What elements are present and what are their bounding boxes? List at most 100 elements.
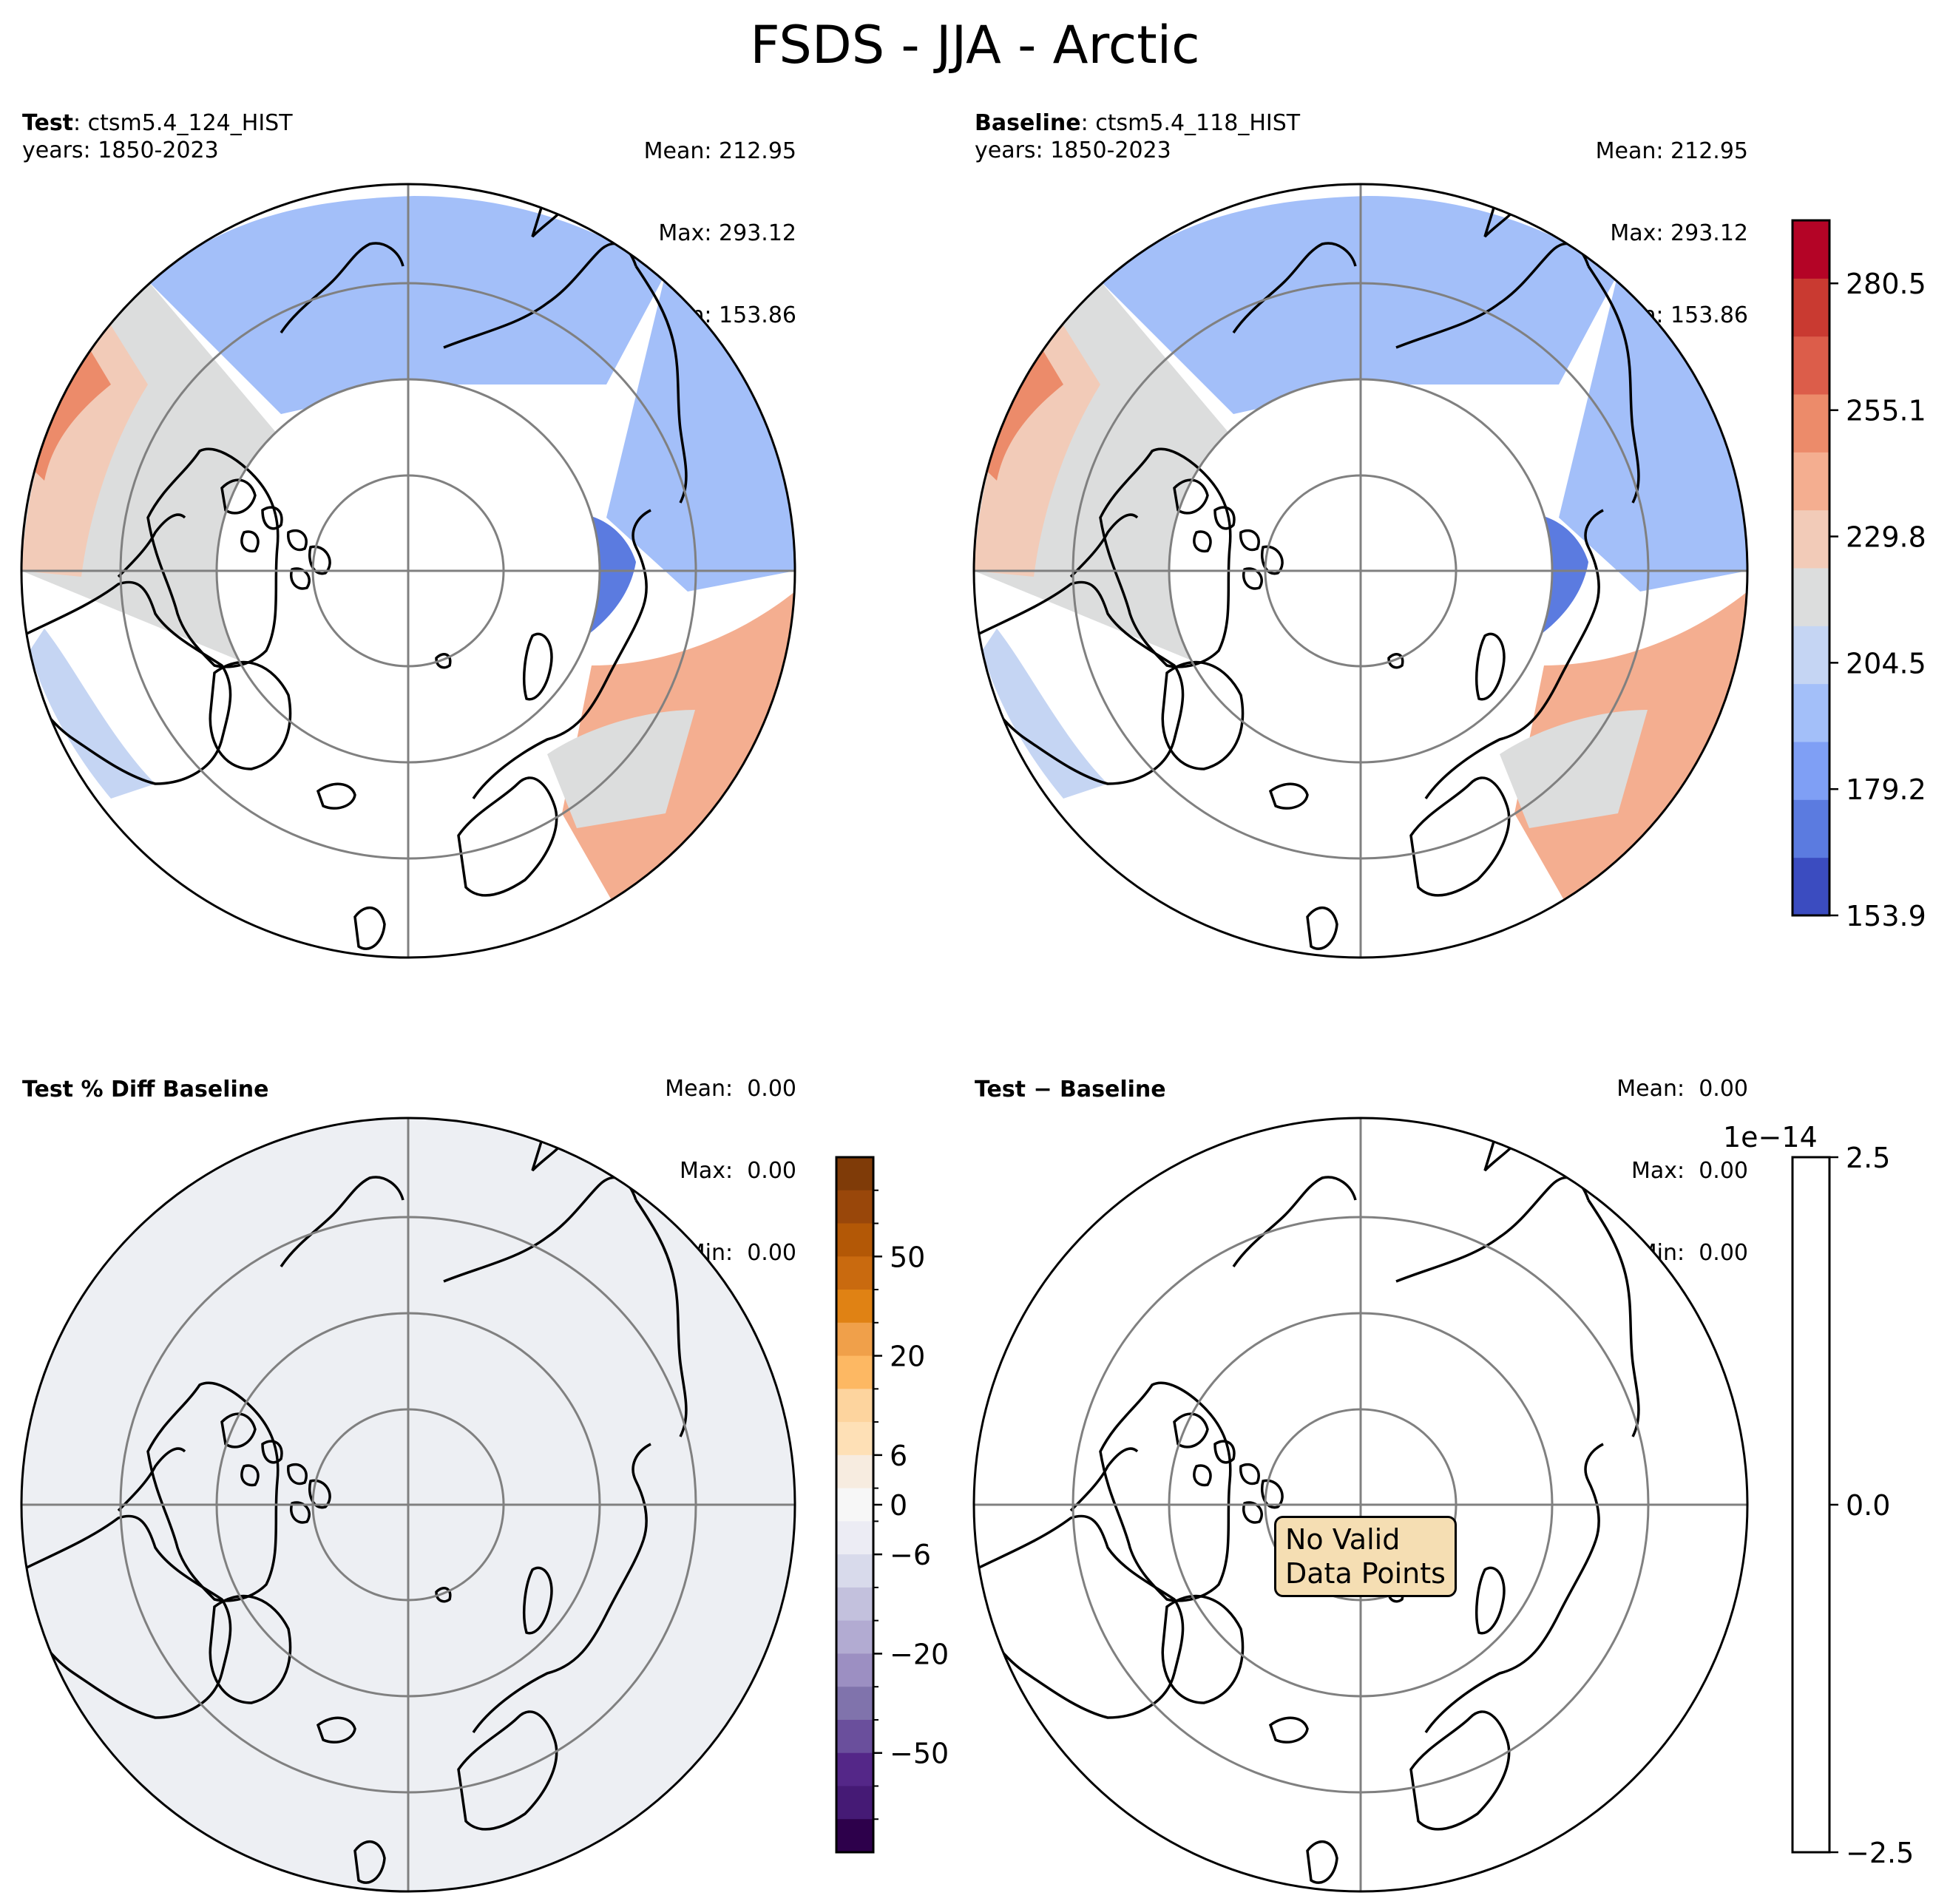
baseline-band-hot: [974, 348, 1063, 481]
pct-colorbar-segment: [836, 1719, 873, 1754]
main-colorbar: 280.5 255.1 229.8 204.5 179.2 153.9: [1791, 219, 1926, 932]
test-graticule: [21, 184, 795, 958]
pct-colorbar-segment: [836, 1422, 873, 1456]
test-band-hot: [21, 348, 111, 481]
diff-graticule: [974, 1118, 1747, 1891]
diff-colorbar-tick-label: −2.5: [1846, 1837, 1914, 1869]
pct-colorbar-segment: [836, 1256, 873, 1290]
diff-colorbar-tick-label: 0.0: [1846, 1489, 1890, 1522]
no-data-annotation: No Valid Data Points: [1274, 1516, 1457, 1597]
baseline-years: years: 1850-2023: [975, 138, 1171, 163]
pct-colorbar-segment: [836, 1653, 873, 1687]
main-colorbar-segment: [1792, 509, 1829, 569]
test-subtitle: Test: ctsm5.4_124_HIST years: 1850-2023: [22, 109, 293, 164]
pct-max: Max: 0.00: [680, 1158, 796, 1184]
pct-subtitle: Test % Diff Baseline: [22, 1076, 269, 1103]
test-band-cool-north: [148, 196, 666, 414]
pct-colorbar-tick-label: −50: [890, 1738, 949, 1770]
pct-label: Test % Diff Baseline: [22, 1077, 269, 1102]
baseline-band-warm: [974, 325, 1100, 577]
diff-label: Test − Baseline: [975, 1077, 1166, 1102]
diff-map-border: [972, 1117, 1749, 1893]
pct-colorbar-tick-label: 20: [890, 1341, 925, 1373]
main-colorbar-segment: [1792, 799, 1829, 858]
test-map-border: [20, 183, 796, 959]
baseline-band-cool-north: [1100, 196, 1618, 414]
pct-colorbar-segment: [836, 1587, 873, 1622]
pct-colorbar-segment: [836, 1819, 873, 1853]
pct-colorbar-segment: [836, 1190, 873, 1224]
main-colorbar-tick-label: 153.9: [1846, 900, 1926, 932]
main-colorbar-segment: [1792, 742, 1829, 800]
pct-colorbar-segment: [836, 1389, 873, 1423]
pct-colorbar-segment: [836, 1687, 873, 1721]
figure-title: FSDS - JJA - Arctic: [750, 15, 1200, 75]
main-colorbar-segment: [1792, 336, 1829, 395]
main-colorbar-segment: [1792, 857, 1829, 916]
main-colorbar-segment: [1792, 568, 1829, 626]
pct-colorbar-tick-label: −20: [890, 1638, 949, 1670]
pct-colorbar-segment: [836, 1322, 873, 1357]
pct-mean: Mean: 0.00: [665, 1076, 796, 1102]
baseline-stats: Mean: 212.95 Max: 293.12 Min: 153.86: [1596, 83, 1748, 356]
pct-colorbar-segment: [836, 1554, 873, 1588]
main-colorbar-tick-label: 255.1: [1846, 395, 1926, 427]
main-colorbar-frame: [1791, 219, 1831, 917]
test-band-warm: [21, 325, 148, 577]
baseline-subtitle: Baseline: ctsm5.4_118_HIST years: 1850-2…: [975, 109, 1300, 164]
no-data-line2: Data Points: [1285, 1557, 1446, 1590]
diff-map: [972, 1117, 1749, 1893]
test-mean: Mean: 212.95: [643, 138, 796, 164]
baseline-graticule: [974, 184, 1747, 958]
baseline-map: [972, 183, 1749, 959]
pct-colorbar-tick-label: −6: [890, 1539, 931, 1571]
pct-colorbar-tick-label: 6: [890, 1440, 907, 1472]
diff-colorbar-offset: 1e−14: [1723, 1121, 1818, 1153]
diff-max: Max: 0.00: [1631, 1158, 1748, 1184]
test-band-cool-east: [606, 274, 795, 592]
test-band-pale: [30, 629, 155, 799]
main-colorbar-segment: [1792, 626, 1829, 685]
pct-map-border: [20, 1117, 796, 1893]
no-data-line1: No Valid: [1285, 1523, 1401, 1556]
pct-colorbar-segment: [836, 1355, 873, 1389]
baseline-map-border: [972, 183, 1749, 959]
main-colorbar-tick-label: 179.2: [1846, 773, 1926, 806]
test-max: Max: 293.12: [658, 220, 796, 246]
main-colorbar-segment: [1792, 452, 1829, 511]
test-map: [20, 183, 796, 959]
main-colorbar-segment: [1792, 394, 1829, 453]
diff-colorbar-frame: [1791, 1156, 1831, 1854]
main-colorbar-segment: [1792, 220, 1829, 279]
baseline-band-cool-east: [1559, 274, 1747, 592]
diff-colorbar: 2.5 0.0 −2.5: [1791, 1142, 1914, 1869]
pct-colorbar-tick-label: 50: [890, 1241, 925, 1273]
pct-colorbar-segment: [836, 1488, 873, 1522]
diff-mean: Mean: 0.00: [1616, 1076, 1748, 1102]
main-colorbar-segment: [1792, 278, 1829, 337]
pct-colorbar-segment: [836, 1620, 873, 1654]
diff-subtitle: Test − Baseline: [975, 1076, 1166, 1103]
pct-colorbar-segment: [836, 1786, 873, 1820]
baseline-band-pale: [982, 629, 1108, 799]
test-label: Test: [22, 110, 74, 136]
pct-map: [20, 1117, 796, 1893]
baseline-label: Baseline: [975, 110, 1081, 136]
pct-colorbar-segment: [836, 1752, 873, 1786]
pct-graticule: [21, 1118, 795, 1891]
baseline-case: : ctsm5.4_118_HIST: [1080, 110, 1301, 136]
baseline-max: Max: 293.12: [1610, 220, 1748, 246]
pct-colorbar-segment: [836, 1521, 873, 1555]
test-years: years: 1850-2023: [22, 138, 219, 163]
pct-colorbar-segment: [836, 1454, 873, 1489]
diff-colorbar-tick-label: 2.5: [1846, 1142, 1890, 1174]
main-colorbar-segment: [1792, 683, 1829, 742]
pct-colorbar: 50 20 6 0 −6 −20 −50: [835, 1156, 949, 1854]
main-colorbar-tick-label: 229.8: [1846, 521, 1926, 554]
test-case: : ctsm5.4_124_HIST: [73, 110, 293, 136]
main-colorbar-tick-label: 280.5: [1846, 268, 1926, 300]
pct-colorbar-segment: [836, 1157, 873, 1191]
baseline-mean: Mean: 212.95: [1595, 138, 1748, 164]
main-colorbar-tick-label: 204.5: [1846, 647, 1926, 680]
pct-colorbar-segment: [836, 1290, 873, 1324]
